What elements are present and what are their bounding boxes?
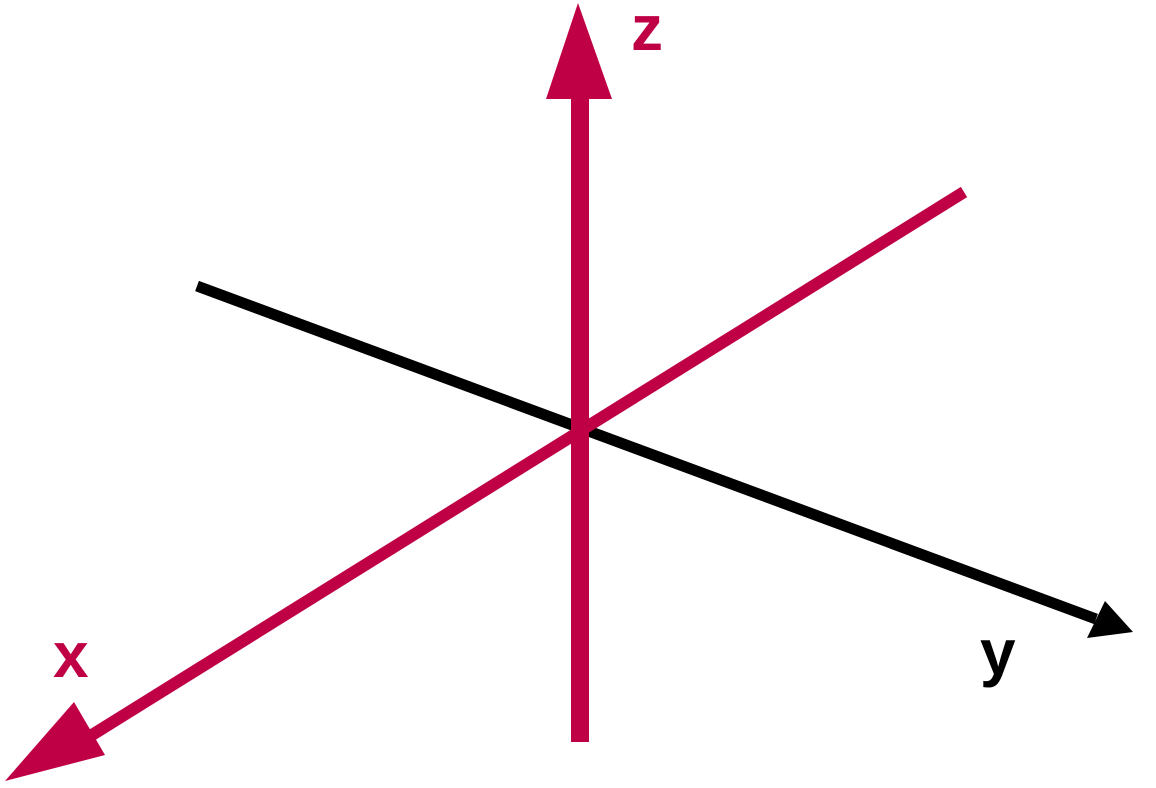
y-axis-label: y: [980, 616, 1016, 688]
x-axis-arrowhead: [5, 702, 105, 781]
x-axis-line: [88, 186, 968, 741]
x-axis-label: x: [53, 619, 89, 691]
z-axis-arrowhead: [546, 3, 612, 99]
y-axis-line: [195, 280, 1098, 625]
z-axis-label: z: [631, 0, 663, 64]
y-axis-arrowhead: [1087, 601, 1133, 638]
